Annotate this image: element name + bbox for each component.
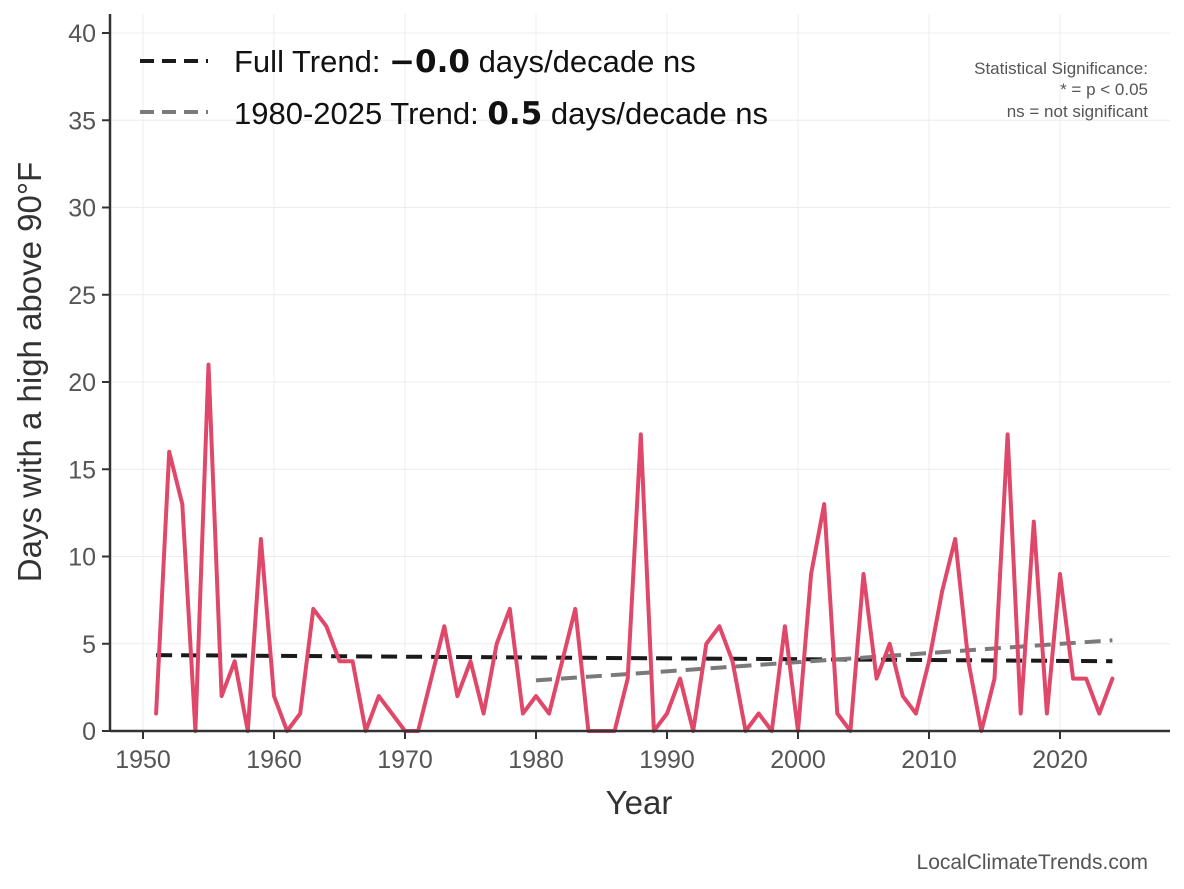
y-ticks: 0 5 10 15 20 25 30 35 40 bbox=[68, 20, 110, 746]
data-point-1962 bbox=[298, 712, 302, 716]
y-tick-label-20: 20 bbox=[68, 369, 96, 397]
data-point-2013 bbox=[966, 659, 970, 663]
x-tick-label-2000: 2000 bbox=[770, 746, 826, 774]
series-line-0 bbox=[154, 362, 1115, 733]
x-tick-label-1980: 1980 bbox=[508, 746, 564, 774]
data-point-2015 bbox=[993, 677, 996, 681]
trend-line-full bbox=[156, 653, 1113, 664]
x-tick-label-1950: 1950 bbox=[115, 746, 171, 774]
data-point-2018 bbox=[1032, 520, 1036, 524]
data-point-2006 bbox=[875, 677, 879, 681]
data-point-1993 bbox=[704, 642, 708, 646]
data-point-1973 bbox=[442, 624, 446, 628]
data-point-1999 bbox=[783, 624, 787, 628]
y-tick-label-30: 30 bbox=[68, 195, 96, 223]
data-point-1951 bbox=[154, 712, 158, 716]
x-tick-label-1970: 1970 bbox=[377, 746, 433, 774]
legend: Full Trend: −0.0 days/decade ns 1980-202… bbox=[140, 44, 768, 132]
grid bbox=[110, 14, 1170, 732]
data-point-1977 bbox=[495, 642, 499, 646]
y-tick-label-10: 10 bbox=[68, 544, 96, 572]
data-point-2005 bbox=[862, 572, 865, 576]
x-axis-title: Year bbox=[606, 784, 673, 821]
data-series bbox=[154, 362, 1115, 733]
source-credit: LocalClimateTrends.com bbox=[917, 851, 1148, 874]
data-point-2019 bbox=[1045, 712, 1049, 716]
data-point-1975 bbox=[469, 659, 472, 663]
data-point-1964 bbox=[324, 624, 328, 628]
data-point-1952 bbox=[167, 450, 171, 454]
data-point-1994 bbox=[717, 624, 721, 628]
data-point-1953 bbox=[180, 502, 184, 506]
y-tick-label-0: 0 bbox=[82, 718, 96, 746]
y-tick-label-25: 25 bbox=[68, 282, 96, 310]
data-point-1983 bbox=[573, 607, 577, 611]
data-point-1976 bbox=[482, 712, 486, 716]
y-tick-label-40: 40 bbox=[68, 20, 96, 48]
data-point-1966 bbox=[351, 659, 355, 663]
data-point-1960 bbox=[272, 694, 276, 698]
y-tick-label-5: 5 bbox=[82, 631, 96, 659]
data-point-2021 bbox=[1071, 677, 1075, 681]
x-tick-label-1990: 1990 bbox=[639, 746, 695, 774]
data-point-1980 bbox=[534, 694, 538, 698]
data-point-1957 bbox=[233, 659, 237, 663]
data-point-1965 bbox=[338, 659, 341, 663]
data-point-2002 bbox=[822, 502, 826, 506]
significance-ns: ns = not significant bbox=[1007, 102, 1149, 121]
data-point-1979 bbox=[521, 712, 525, 716]
y-tick-label-35: 35 bbox=[68, 107, 96, 135]
data-point-2020 bbox=[1058, 572, 1062, 576]
data-point-2017 bbox=[1019, 712, 1023, 716]
data-point-1955 bbox=[207, 363, 210, 367]
data-point-1956 bbox=[220, 694, 224, 698]
x-tick-label-1960: 1960 bbox=[246, 746, 302, 774]
data-point-1978 bbox=[508, 607, 512, 611]
data-point-1981 bbox=[547, 712, 551, 716]
data-point-2007 bbox=[888, 642, 892, 646]
x-ticks: 1950 1960 1970 1980 1990 2000 2010 2020 bbox=[115, 731, 1088, 774]
axes bbox=[108, 14, 1170, 733]
y-axis-title: Days with a high above 90°F bbox=[11, 162, 48, 582]
data-point-1982 bbox=[560, 659, 564, 663]
data-point-1991 bbox=[678, 677, 682, 681]
data-point-1990 bbox=[665, 712, 669, 716]
legend-label-full-trend: Full Trend: −0.0 days/decade ns bbox=[234, 44, 696, 80]
data-point-2023 bbox=[1097, 712, 1101, 716]
data-point-1968 bbox=[377, 694, 381, 698]
data-point-1988 bbox=[639, 432, 643, 436]
data-point-2010 bbox=[927, 659, 931, 663]
data-point-2003 bbox=[835, 712, 839, 716]
y-tick-label-15: 15 bbox=[68, 456, 96, 484]
data-point-2009 bbox=[914, 712, 918, 716]
data-point-2001 bbox=[809, 572, 813, 576]
significance-title: Statistical Significance: bbox=[974, 59, 1148, 78]
data-point-2022 bbox=[1084, 677, 1088, 681]
significance-p-value: * = p < 0.05 bbox=[1060, 80, 1148, 99]
data-point-2016 bbox=[1006, 432, 1010, 436]
data-point-2024 bbox=[1110, 677, 1114, 681]
data-point-1969 bbox=[390, 712, 394, 716]
data-point-1987 bbox=[626, 677, 630, 681]
legend-label-1980-trend: 1980-2025 Trend: 0.5 days/decade ns bbox=[234, 96, 768, 132]
data-point-1995 bbox=[731, 659, 734, 663]
data-point-2011 bbox=[940, 589, 944, 593]
data-point-1997 bbox=[757, 712, 761, 716]
data-point-2012 bbox=[953, 537, 957, 541]
data-point-1974 bbox=[455, 694, 459, 698]
data-point-2008 bbox=[901, 694, 905, 698]
significance-note: Statistical Significance: * = p < 0.05 n… bbox=[974, 59, 1148, 121]
data-point-1959 bbox=[259, 537, 263, 541]
data-point-1963 bbox=[311, 607, 315, 611]
x-tick-label-2020: 2020 bbox=[1032, 746, 1088, 774]
data-point-1972 bbox=[429, 677, 433, 681]
x-tick-label-2010: 2010 bbox=[901, 746, 957, 774]
